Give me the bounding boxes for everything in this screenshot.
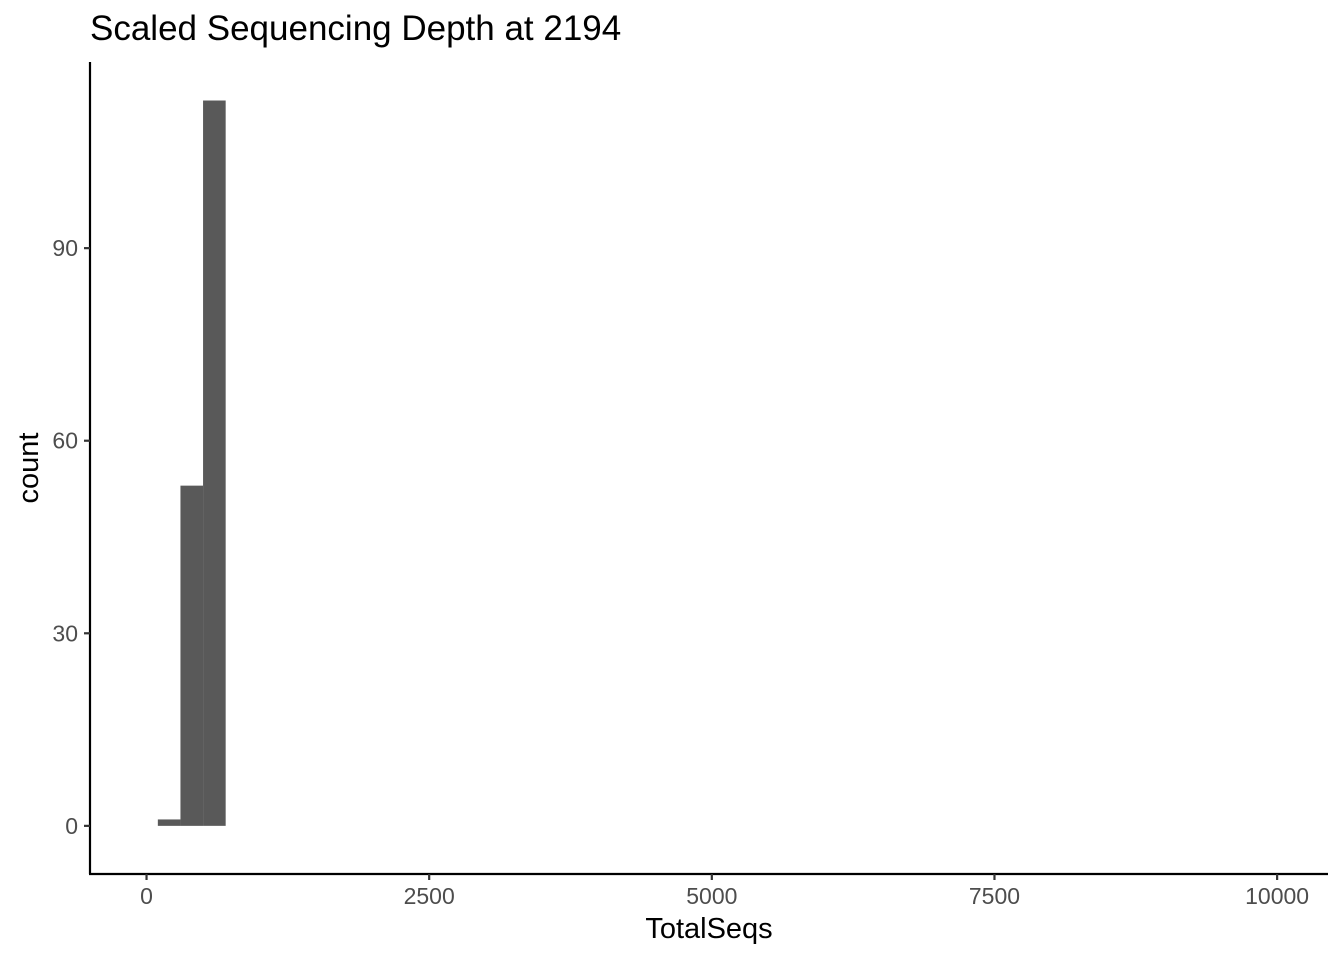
y-tick-label: 60 — [52, 428, 78, 454]
y-axis-ticks: 0 30 60 90 — [52, 235, 90, 839]
y-tick-label: 30 — [52, 620, 78, 646]
x-axis-ticks: 0 2500 5000 7500 10000 — [140, 874, 1309, 909]
x-axis-title: TotalSeqs — [645, 913, 772, 945]
histogram-bars — [157, 100, 226, 826]
histogram-bar-0 — [157, 819, 181, 826]
histogram-bar-1 — [180, 485, 204, 826]
y-tick-label: 90 — [52, 235, 78, 261]
x-tick-label: 5000 — [686, 883, 737, 909]
x-tick-label: 0 — [140, 883, 153, 909]
x-tick-label: 10000 — [1245, 883, 1309, 909]
x-tick-label: 7500 — [969, 883, 1020, 909]
histogram-bar-2 — [203, 100, 226, 826]
y-axis-title: count — [13, 433, 45, 504]
chart-title: Scaled Sequencing Depth at 2194 — [90, 9, 621, 48]
x-tick-label: 2500 — [404, 883, 455, 909]
y-tick-label: 0 — [65, 813, 78, 839]
